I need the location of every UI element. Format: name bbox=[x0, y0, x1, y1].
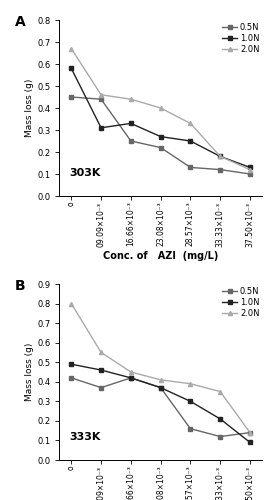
0.5N bbox=[219, 434, 222, 440]
2.0N bbox=[189, 380, 192, 386]
2.0N bbox=[129, 96, 133, 102]
1.0N bbox=[159, 384, 162, 390]
2.0N bbox=[248, 430, 252, 436]
0.5N bbox=[129, 375, 133, 381]
0.5N bbox=[70, 94, 73, 100]
Y-axis label: Mass loss (g): Mass loss (g) bbox=[25, 79, 34, 137]
1.0N bbox=[189, 138, 192, 144]
Line: 1.0N: 1.0N bbox=[69, 66, 252, 170]
Line: 2.0N: 2.0N bbox=[69, 46, 252, 172]
2.0N bbox=[129, 369, 133, 375]
2.0N bbox=[70, 300, 73, 306]
X-axis label: Conc. of   AZI  (mg/L): Conc. of AZI (mg/L) bbox=[103, 250, 218, 260]
Line: 2.0N: 2.0N bbox=[69, 302, 252, 434]
1.0N bbox=[70, 361, 73, 367]
0.5N bbox=[159, 384, 162, 390]
2.0N bbox=[219, 154, 222, 160]
Text: A: A bbox=[15, 14, 26, 28]
0.5N bbox=[70, 375, 73, 381]
1.0N bbox=[129, 120, 133, 126]
2.0N bbox=[99, 350, 103, 356]
1.0N bbox=[248, 164, 252, 170]
Text: B: B bbox=[15, 278, 25, 292]
0.5N bbox=[159, 144, 162, 150]
1.0N bbox=[248, 440, 252, 446]
1.0N bbox=[219, 154, 222, 160]
Line: 1.0N: 1.0N bbox=[69, 362, 252, 444]
1.0N bbox=[99, 125, 103, 131]
0.5N bbox=[248, 430, 252, 436]
1.0N bbox=[189, 398, 192, 404]
Y-axis label: Mass loss (g): Mass loss (g) bbox=[25, 343, 34, 401]
0.5N bbox=[248, 171, 252, 177]
0.5N bbox=[219, 166, 222, 172]
0.5N bbox=[129, 138, 133, 144]
2.0N bbox=[248, 166, 252, 172]
2.0N bbox=[189, 120, 192, 126]
1.0N bbox=[219, 416, 222, 422]
2.0N bbox=[70, 46, 73, 52]
2.0N bbox=[159, 105, 162, 111]
0.5N bbox=[99, 96, 103, 102]
Legend: 0.5N, 1.0N, 2.0N: 0.5N, 1.0N, 2.0N bbox=[222, 22, 260, 54]
1.0N bbox=[99, 367, 103, 373]
2.0N bbox=[219, 388, 222, 394]
Text: 333K: 333K bbox=[70, 432, 101, 442]
1.0N bbox=[159, 134, 162, 140]
1.0N bbox=[129, 375, 133, 381]
Text: 303K: 303K bbox=[70, 168, 101, 178]
0.5N bbox=[99, 384, 103, 390]
Line: 0.5N: 0.5N bbox=[69, 376, 252, 438]
0.5N bbox=[189, 164, 192, 170]
2.0N bbox=[159, 377, 162, 383]
1.0N bbox=[70, 66, 73, 71]
0.5N bbox=[189, 426, 192, 432]
Legend: 0.5N, 1.0N, 2.0N: 0.5N, 1.0N, 2.0N bbox=[222, 286, 260, 318]
Line: 0.5N: 0.5N bbox=[69, 95, 252, 176]
2.0N bbox=[99, 92, 103, 98]
